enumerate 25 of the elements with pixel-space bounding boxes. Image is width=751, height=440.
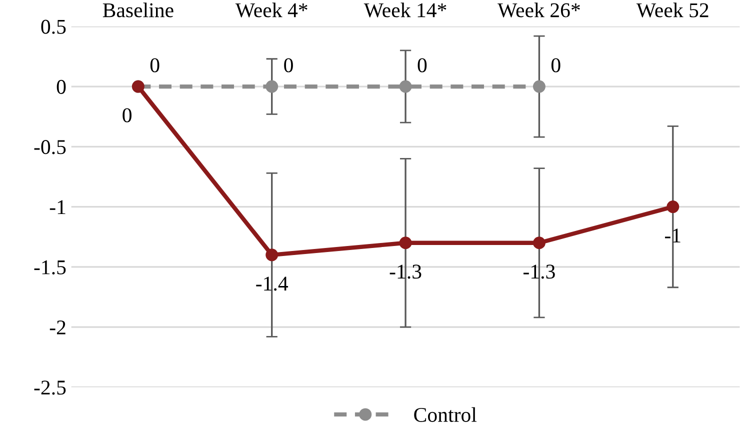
x-tick-label: Baseline	[102, 2, 174, 18]
point	[399, 236, 412, 250]
y-tick-label: 0	[56, 80, 66, 94]
point	[532, 80, 546, 93]
data-label: 0	[284, 58, 293, 72]
y-tick-label: -2.5	[34, 380, 66, 395]
x-tick-label: Week 52	[636, 2, 708, 18]
y-tick-label: 0.5	[41, 20, 66, 34]
y-tick-label: -0.5	[34, 140, 66, 154]
point	[666, 200, 680, 214]
data-label: 0	[551, 58, 560, 72]
x-tick-label: Week 14*	[364, 2, 446, 18]
x-tick-label: Week 4*	[235, 2, 308, 18]
legend-label: Control	[414, 407, 477, 422]
y-tick-label: -1	[50, 200, 66, 214]
data-label: 0	[122, 108, 132, 122]
data-label: 0	[150, 58, 160, 72]
point	[399, 80, 412, 93]
point	[532, 236, 546, 250]
point	[266, 80, 278, 93]
x-tick-label: Week 26*	[498, 2, 580, 18]
y-tick-label: -2	[50, 320, 66, 334]
point	[266, 248, 278, 262]
data-label: 0	[418, 58, 427, 72]
y-tick-label: -1.5	[34, 260, 66, 274]
